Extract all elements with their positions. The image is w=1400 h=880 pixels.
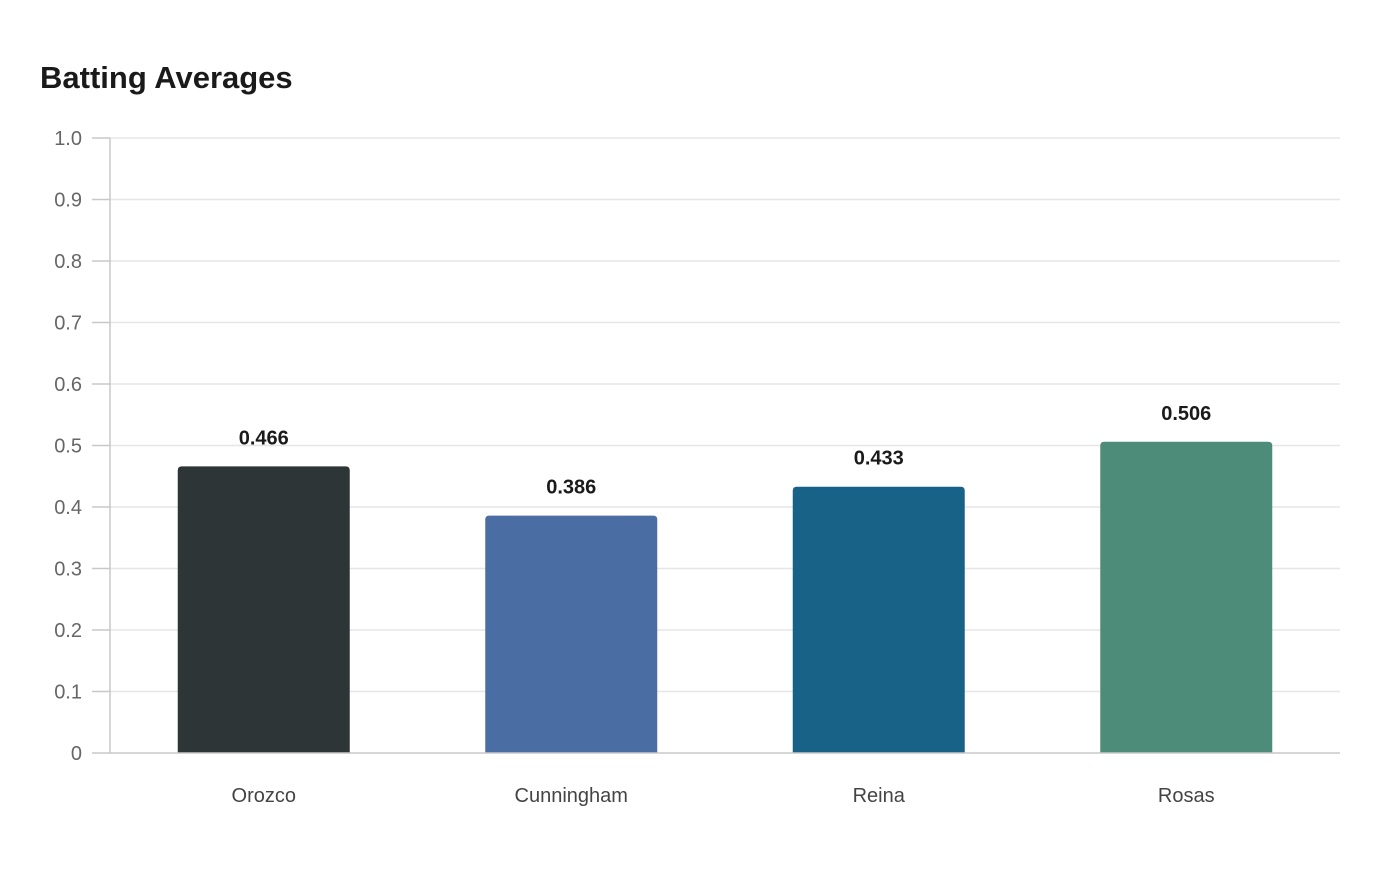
y-tick-label: 0.7 — [54, 313, 82, 335]
data-labels: 0.466 0.386 0.433 0.506 — [239, 403, 1212, 499]
y-tick-label: 0.1 — [54, 682, 82, 704]
y-tick-label: 1.0 — [54, 128, 82, 150]
bars — [177, 441, 1273, 753]
data-label: 0.433 — [854, 448, 904, 470]
axes — [109, 138, 1340, 754]
bar-rosas — [1100, 441, 1273, 753]
x-tick-label: Orozco — [232, 785, 296, 807]
x-tick-label: Cunningham — [515, 785, 628, 807]
y-tick-label: 0 — [71, 743, 82, 765]
chart-title: Batting Averages — [40, 60, 293, 95]
x-axis-ticks: Orozco Cunningham Reina Rosas — [232, 785, 1215, 807]
x-tick-label: Reina — [853, 785, 906, 807]
y-tick-label: 0.4 — [54, 497, 82, 519]
y-tick-label: 0.2 — [54, 620, 82, 642]
y-tick-label: 0.5 — [54, 436, 82, 458]
y-axis-ticks: 0 0.1 0.2 0.3 0.4 0.5 0.6 0.7 0.8 0.9 1.0 — [54, 128, 110, 765]
y-tick-label: 0.6 — [54, 374, 82, 396]
data-label: 0.506 — [1161, 403, 1211, 425]
y-tick-label: 0.3 — [54, 559, 82, 581]
x-tick-label: Rosas — [1158, 785, 1215, 807]
bar-reina — [792, 486, 965, 753]
bar-orozco — [177, 466, 350, 753]
data-label: 0.386 — [546, 477, 596, 499]
y-tick-label: 0.8 — [54, 251, 82, 273]
data-label: 0.466 — [239, 427, 289, 449]
bar-cunningham — [485, 515, 658, 753]
y-tick-label: 0.9 — [54, 190, 82, 212]
